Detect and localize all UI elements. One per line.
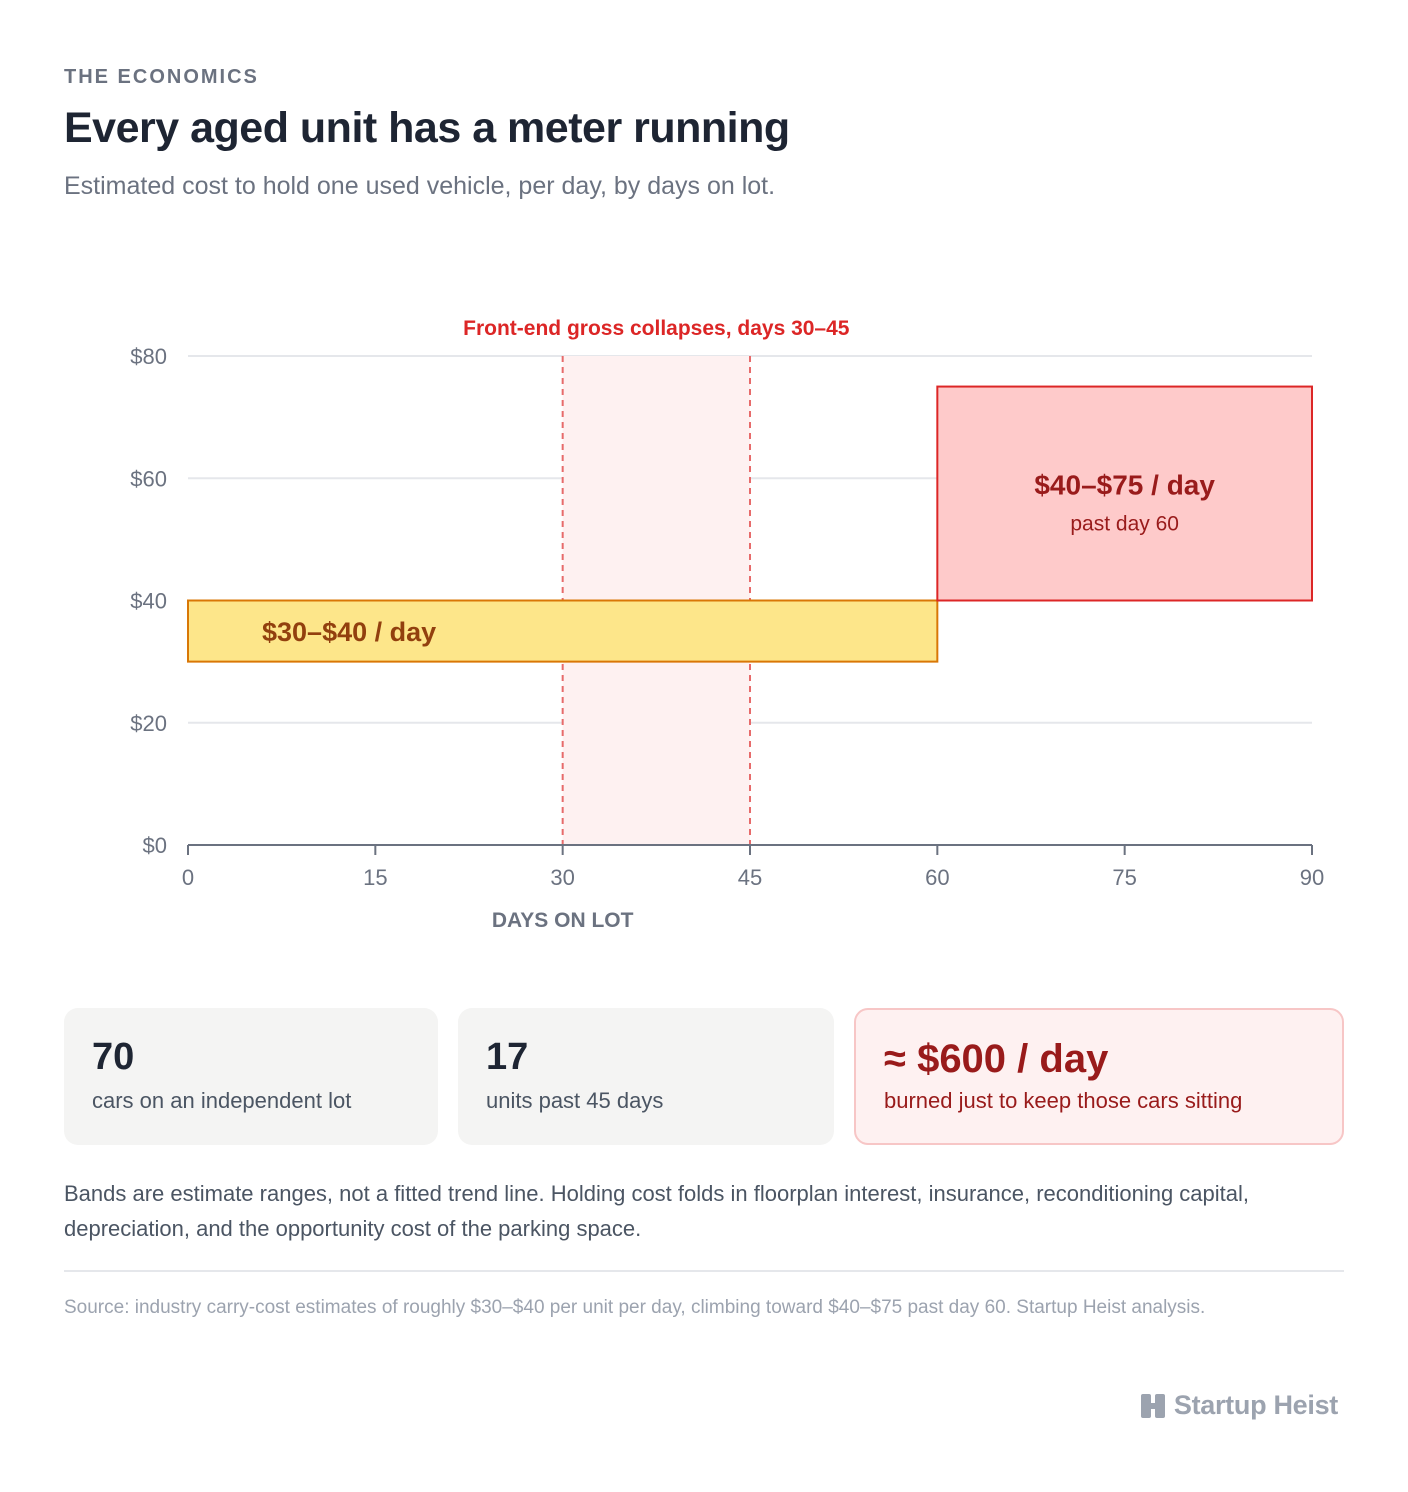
y-tick-label: $40: [130, 589, 167, 614]
stat-card-units: 17 units past 45 days: [458, 1008, 834, 1145]
x-tick-label: 30: [550, 865, 574, 890]
eyebrow: THE ECONOMICS: [64, 66, 259, 88]
stat-value: 17: [486, 1036, 529, 1078]
page-title: Every aged unit has a meter running: [64, 104, 790, 152]
band-early: [187, 599, 939, 663]
subtitle: Estimated cost to hold one used vehicle,…: [64, 172, 776, 200]
y-tick-label: $20: [130, 711, 167, 736]
cost-bands: [187, 385, 1313, 663]
startup-heist-logo-icon: [1140, 1393, 1165, 1418]
x-tick-label: 15: [363, 865, 387, 890]
band-sublabel: past day 60: [1070, 513, 1179, 536]
x-tick-label: 75: [1112, 865, 1136, 890]
axes: [187, 844, 1313, 855]
brand: Startup Heist: [1140, 1390, 1338, 1421]
divider: [64, 1270, 1344, 1272]
methodology-note: Bands are estimate ranges, not a fitted …: [64, 1181, 1250, 1241]
stat-card-cars: 70 cars on an independent lot: [64, 1008, 438, 1145]
stat-label: units past 45 days: [486, 1088, 664, 1113]
brand-name: Startup Heist: [1173, 1390, 1338, 1420]
y-tick-label: $80: [130, 344, 167, 369]
stat-label: burned just to keep those cars sitting: [884, 1088, 1243, 1113]
band-aged: [936, 385, 1313, 602]
x-tick-label: 0: [182, 865, 194, 890]
y-tick-label: $60: [130, 466, 167, 491]
y-tick-label: $0: [143, 833, 167, 858]
stat-card-cost: ≈ $600 / day burned just to keep those c…: [854, 1008, 1344, 1145]
x-tick-label: 90: [1300, 865, 1324, 890]
stat-value: ≈ $600 / day: [884, 1037, 1109, 1081]
cost-chart: $0 $20 $40 $60 $80 Front-end gross collapses,…: [130, 317, 1324, 932]
band-label: $30–$40 / day: [262, 617, 436, 647]
source-note: Source: industry carry-cost estimates of…: [64, 1297, 1206, 1318]
x-axis-title: DAYS ON LOT: [492, 909, 634, 932]
x-tick-label: 45: [738, 865, 762, 890]
x-tick-label: 60: [925, 865, 949, 890]
labels: $0 $20 $40 $60 $80 Front-end gross collapses,…: [130, 317, 1324, 932]
stat-label: cars on an independent lot: [92, 1088, 352, 1113]
annotation-label: Front-end gross collapses, days 30–45: [463, 317, 850, 340]
band-label: $40–$75 / day: [1034, 470, 1215, 501]
stat-value: 70: [92, 1036, 135, 1078]
